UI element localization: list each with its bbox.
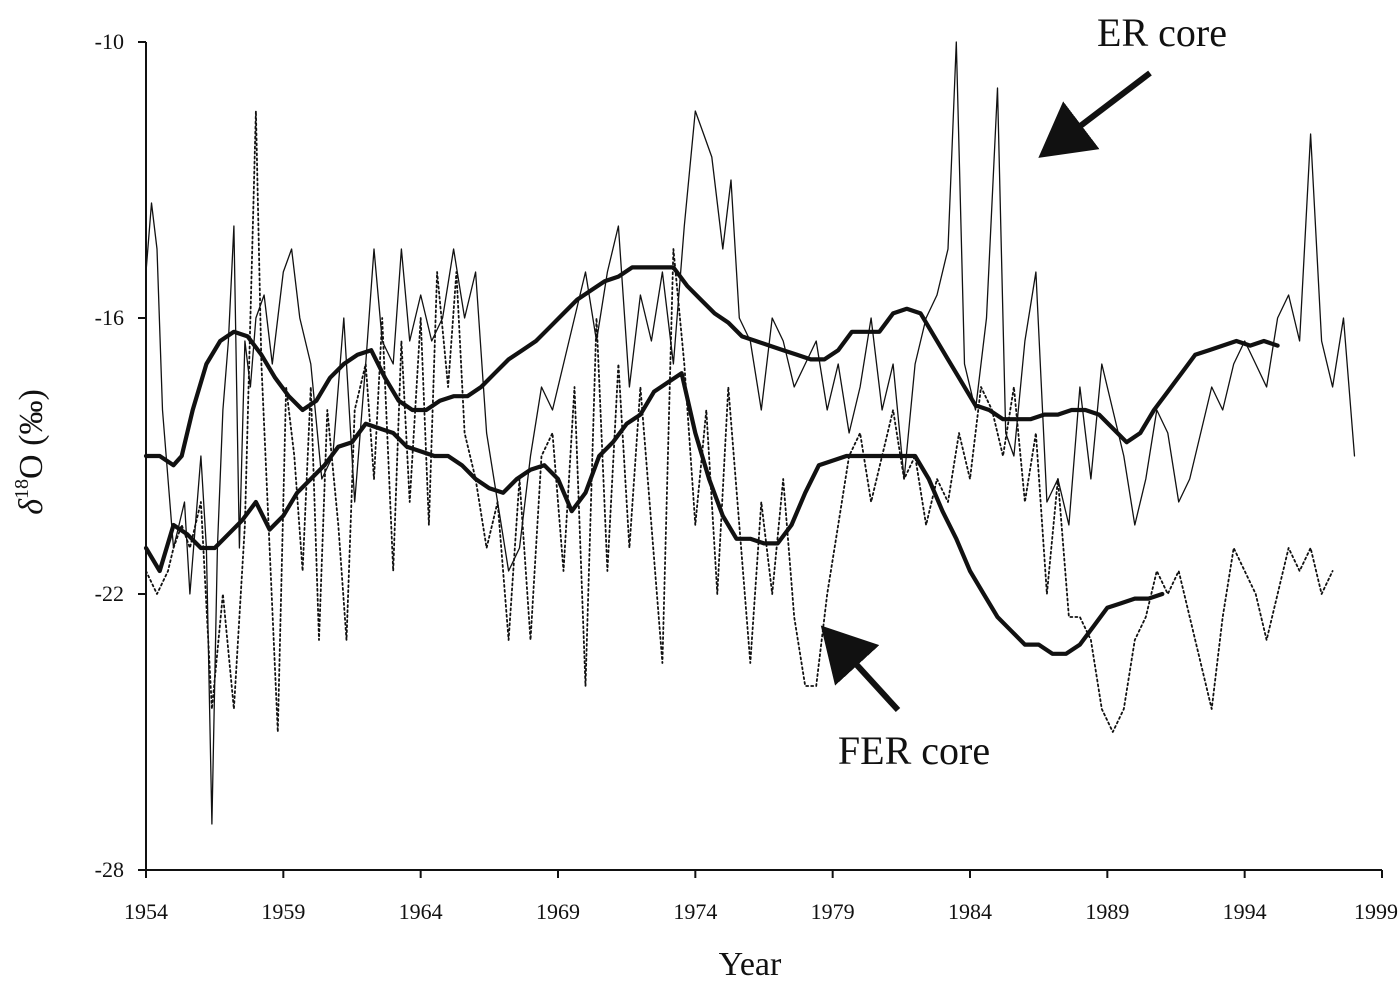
series-line-dotted-1 [145, 110, 1334, 733]
x-tick-label: 1984 [948, 899, 992, 924]
y-axis-ticks: -28 -22 -16 -10 [95, 29, 146, 882]
x-tick-label: 1989 [1085, 899, 1129, 924]
annotations: ER core FER core [820, 10, 1227, 773]
series-line-thick-solid-3 [143, 371, 1165, 656]
y-axis-title-symbol: δ [13, 498, 50, 515]
x-tick-label: 1979 [811, 899, 855, 924]
fer-core-arrow [820, 625, 901, 713]
x-tick-label: 1994 [1223, 899, 1267, 924]
y-tick-label: -28 [95, 857, 124, 882]
y-tick-label: -10 [95, 29, 124, 54]
x-tick-label: 1959 [261, 899, 305, 924]
axes [145, 42, 1382, 871]
er-core-label: ER core [1097, 10, 1227, 55]
y-axis-title-rest: O (‰) [13, 389, 50, 479]
x-tick-label: 1964 [399, 899, 443, 924]
x-tick-label: 1954 [124, 899, 168, 924]
series-line-thin-solid-0 [145, 41, 1356, 825]
y-axis-title: δ18O (‰) [11, 389, 50, 515]
x-tick-label: 1974 [673, 899, 717, 924]
y-axis-title-superscript: 18 [11, 479, 33, 499]
fer-core-label: FER core [838, 728, 990, 773]
series-line-thick-solid-2 [143, 265, 1280, 468]
x-tick-label: 1969 [536, 899, 580, 924]
x-axis-title: Year [719, 946, 782, 983]
x-tick-label: 1999 [1354, 899, 1398, 924]
series-layer [143, 41, 1356, 825]
x-axis-ticks: 1954 1959 1964 1969 1974 1979 1984 1989 1994 1999 [124, 870, 1398, 924]
y-tick-label: -22 [95, 581, 124, 606]
er-core-arrow [1038, 70, 1152, 158]
y-tick-label: -16 [95, 305, 124, 330]
